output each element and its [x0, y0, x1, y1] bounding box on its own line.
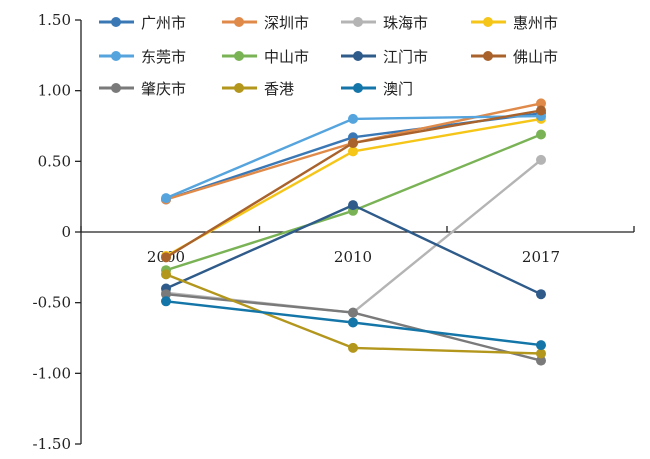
legend-label: 中山市 — [264, 48, 309, 66]
legend-swatch-marker — [234, 17, 244, 27]
legend-swatch-marker — [234, 83, 244, 93]
legend-label: 深圳市 — [264, 14, 309, 32]
legend-swatch-marker — [111, 83, 121, 93]
series-珠海市 — [161, 154, 546, 318]
legend-item: 珠海市 — [341, 14, 428, 32]
data-point — [536, 340, 546, 351]
legend-label: 江门市 — [383, 48, 428, 66]
series-澳门 — [161, 296, 546, 351]
y-tick-label: 1.50 — [38, 11, 71, 29]
legend-label: 香港 — [264, 80, 294, 98]
data-point — [348, 342, 358, 353]
series-东莞市 — [161, 111, 546, 204]
data-point — [348, 138, 358, 148]
series-lines — [161, 98, 546, 366]
data-point — [536, 98, 546, 109]
chart-axes: 1.501.000.500-0.50-1.00-1.50200020102017 — [33, 11, 635, 453]
legend-swatch-marker — [353, 17, 363, 27]
legend-item: 中山市 — [222, 48, 309, 66]
data-point — [348, 317, 358, 328]
data-point — [536, 348, 546, 359]
legend-label: 惠州市 — [513, 14, 558, 32]
data-point — [536, 289, 546, 300]
data-point — [348, 113, 358, 124]
legend-label: 东莞市 — [141, 48, 186, 66]
data-point — [161, 296, 171, 307]
legend-swatch-marker — [111, 17, 121, 27]
legend-item: 佛山市 — [471, 48, 558, 66]
legend-swatch-marker — [111, 51, 121, 61]
legend-label: 佛山市 — [513, 48, 558, 66]
x-tick-label: 2010 — [334, 248, 372, 266]
data-point — [161, 289, 171, 300]
legend-item: 江门市 — [341, 48, 428, 66]
data-point — [536, 129, 546, 140]
y-tick-label: -0.50 — [33, 294, 71, 312]
y-tick-label: 1.00 — [38, 82, 71, 100]
data-point — [536, 105, 546, 116]
legend-label: 广州市 — [141, 14, 186, 32]
x-tick-label: 2017 — [522, 248, 560, 266]
y-tick-label: 0 — [61, 223, 71, 241]
legend-item: 广州市 — [99, 14, 186, 32]
series-肇庆市 — [161, 289, 546, 366]
y-tick-label: -1.00 — [33, 364, 71, 382]
legend-item: 东莞市 — [99, 48, 186, 66]
legend-label: 珠海市 — [383, 14, 428, 32]
y-tick-label: -1.50 — [33, 435, 71, 453]
legend-swatch-marker — [483, 17, 493, 27]
legend-item: 澳门 — [341, 80, 413, 98]
data-point — [348, 146, 358, 157]
data-point — [161, 252, 171, 263]
legend-swatch-marker — [483, 51, 493, 61]
series-江门市 — [161, 200, 546, 300]
data-point — [348, 307, 358, 318]
series-佛山市 — [161, 105, 546, 263]
legend-item: 惠州市 — [471, 14, 558, 32]
data-point — [348, 200, 358, 211]
legend-item: 香港 — [222, 80, 294, 98]
legend-item: 肇庆市 — [99, 80, 186, 98]
legend-swatch-marker — [234, 51, 244, 61]
data-point — [536, 355, 546, 366]
legend-label: 肇庆市 — [141, 80, 186, 98]
series-香港 — [161, 269, 546, 359]
y-tick-label: 0.50 — [38, 152, 71, 170]
legend-swatch-marker — [353, 51, 363, 61]
legend-label: 澳门 — [383, 80, 413, 98]
data-point — [161, 269, 171, 280]
legend-swatch-marker — [353, 83, 363, 93]
data-point — [161, 193, 171, 204]
data-point — [536, 154, 546, 165]
legend-item: 深圳市 — [222, 14, 309, 32]
